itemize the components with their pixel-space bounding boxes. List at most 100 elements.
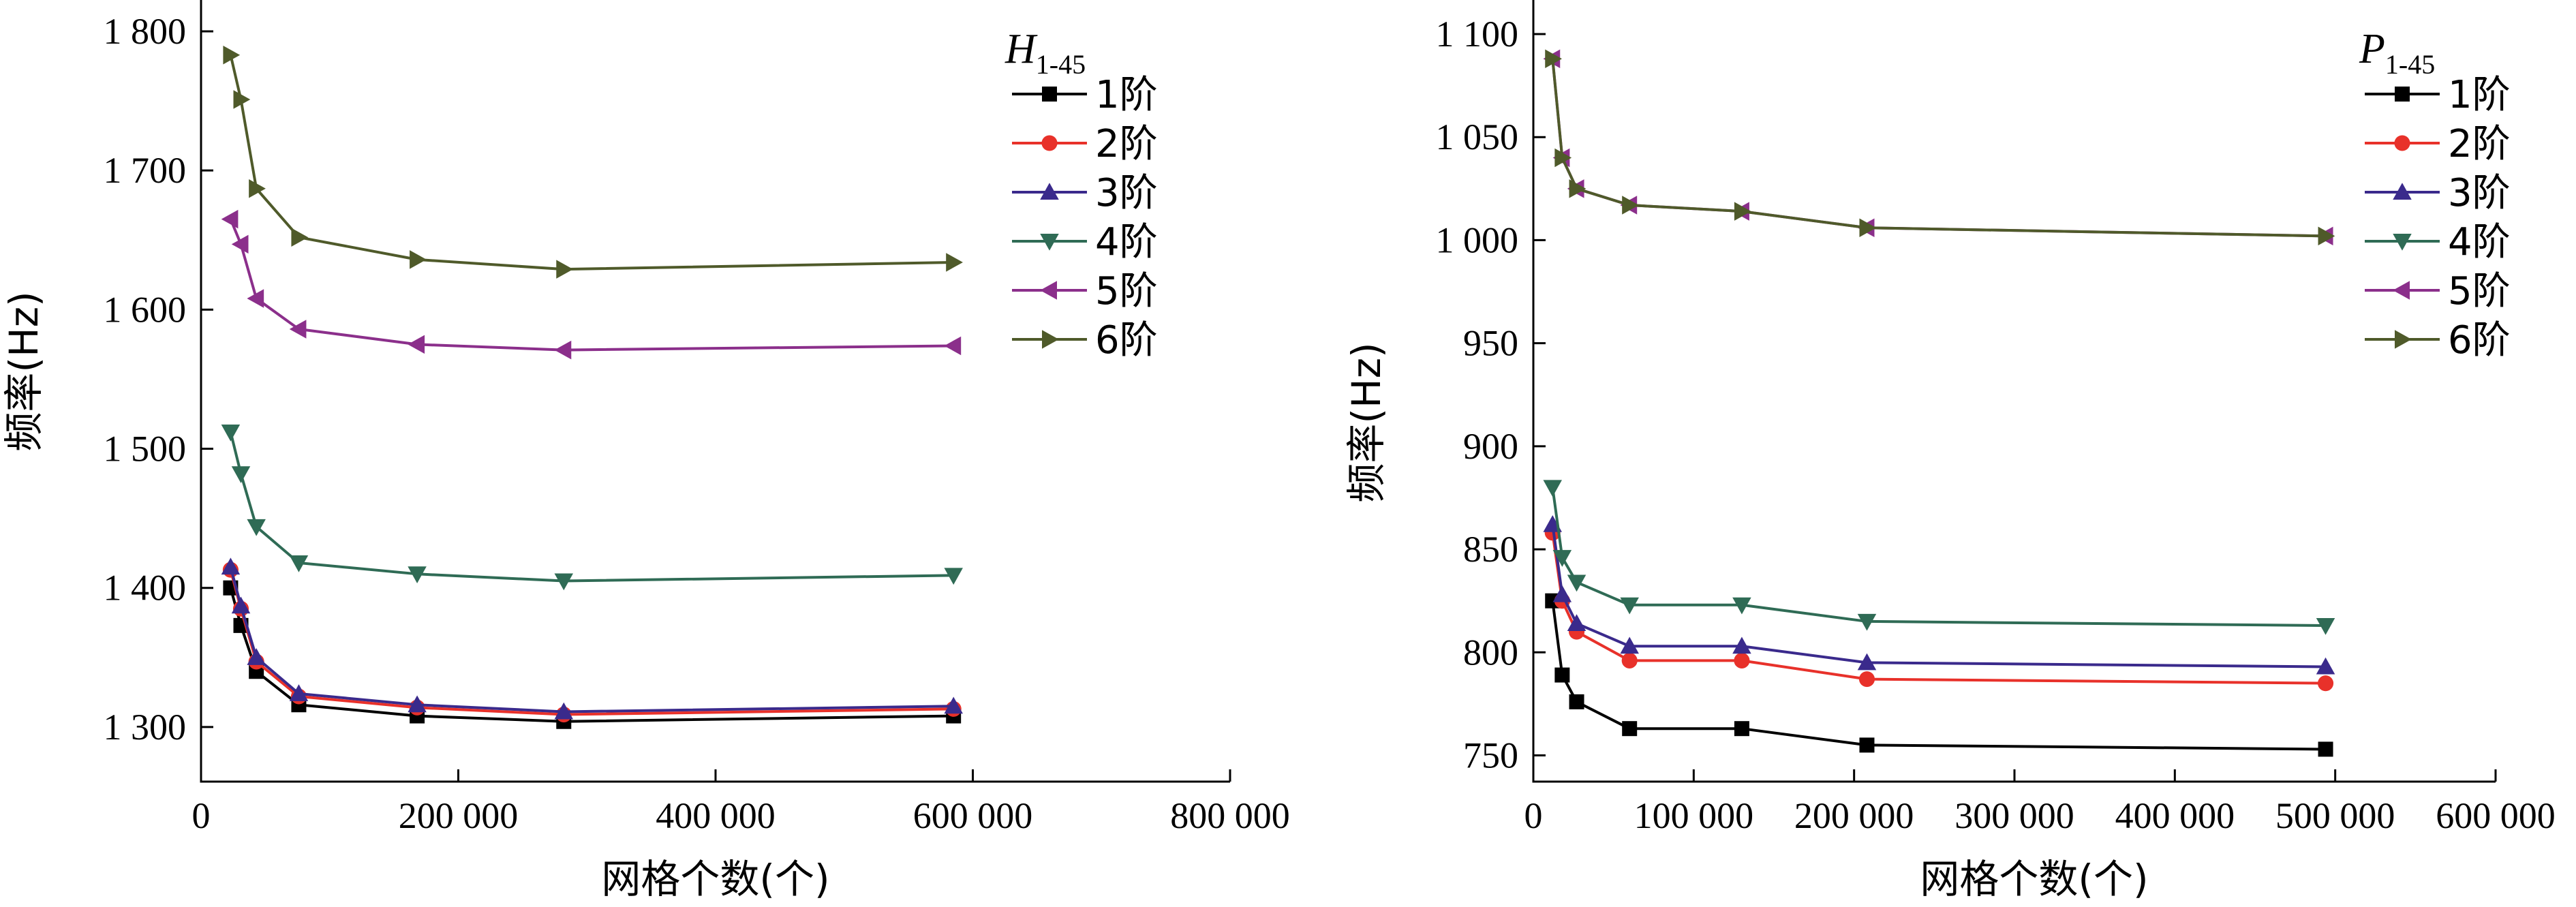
series-p-3 [1543,515,2335,675]
y-tick-label: 1 700 [104,150,187,191]
data-point [231,466,251,484]
y-tick-label: 850 [1463,529,1518,570]
data-point [221,557,241,575]
data-point [1552,550,1572,567]
data-point [1734,721,1749,737]
data-point [231,596,251,614]
data-point [1621,652,1638,668]
x-axis-label-p: 网格个数(个) [1920,856,2148,902]
series-p-5 [1543,49,2333,246]
data-point [1732,636,1751,654]
data-point [1554,148,1572,168]
legend-marker [2393,281,2410,300]
x-axis-h: 0 200 000 400 000 600 000 800 000 [192,769,1290,836]
legend-item: 6阶 [1012,318,1158,363]
series-p-1 [1545,593,2333,757]
series-h-4 [221,425,963,591]
series-line [229,431,954,583]
data-point [1857,613,1877,631]
series-line [1551,487,2326,627]
legend-label: 6阶 [2448,318,2511,363]
legend-title-p: P1-45 [2359,26,2435,80]
x-tick-label: 400 000 [2115,795,2235,836]
series-h-5 [221,209,962,360]
legend-marker [2394,135,2410,151]
legend-marker [1042,330,1059,349]
legend-label: 3阶 [2448,171,2511,215]
legend-label: 4阶 [1095,220,1158,264]
legend-label: 1阶 [2448,73,2511,117]
data-point [2317,675,2334,692]
data-point [231,234,249,254]
y-tick-label: 1 100 [1436,14,1519,55]
legend-label: 2阶 [1095,122,1158,166]
y-tick-label: 900 [1463,426,1518,467]
data-point [289,320,307,339]
data-point [1734,652,1750,668]
legend-item: 2阶 [2365,122,2511,166]
y-axis-p: 750 800 850 900 950 1 000 1 050 1 100 [1436,14,1546,776]
legend-label: 4阶 [2448,220,2511,264]
data-point [2316,657,2335,675]
x-tick-label: 600 000 [2436,795,2556,836]
data-point [221,209,239,229]
series-line [1551,59,2326,238]
data-point [1567,574,1586,592]
legend-p: P1-45 1阶 2阶 3阶 4阶 5阶 6阶 [2359,26,2511,363]
data-point [1857,653,1877,671]
data-point [556,260,574,279]
data-point [1622,721,1638,737]
data-point [291,228,309,247]
series-h-2 [222,562,962,723]
x-tick-label: 200 000 [399,795,519,836]
y-tick-label: 1 600 [104,289,187,330]
legend-label: 6阶 [1095,318,1158,363]
data-point [1620,636,1639,654]
data-point [946,253,963,272]
data-point [1552,585,1572,602]
x-axis-label-h: 网格个数(个) [601,856,829,902]
legend-label: 1阶 [1095,73,1158,117]
legend-item: 4阶 [2365,220,2511,264]
x-tick-label: 300 000 [1954,795,2074,836]
y-tick-label: 1 000 [1436,219,1519,260]
data-point [1859,737,1875,753]
y-tick-label: 800 [1463,632,1518,673]
x-tick-label: 0 [1524,795,1543,836]
y-tick-label: 1 800 [104,11,187,52]
axis-frame-h [200,0,1230,783]
data-point [1734,202,1751,221]
legend-item: 4阶 [1012,220,1158,264]
x-tick-label: 200 000 [1794,795,1914,836]
y-tick-label: 1 500 [104,429,187,470]
series-p-4 [1543,480,2335,635]
data-point [1545,49,1562,69]
chart-p1-45: 0 100 000 200 000 300 000 400 000 500 000 600 … [1343,0,2556,902]
data-point [554,340,572,360]
y-axis-label-h: 频率(Hz) [1,291,47,451]
data-point [410,250,427,269]
data-point [233,90,251,109]
data-point [1622,196,1639,215]
data-point [554,573,574,591]
data-point [2318,741,2333,757]
legend-marker [1041,135,1058,151]
legend-item: 2阶 [1012,122,1158,166]
x-axis-p: 0 100 000 200 000 300 000 400 000 500 000 600 … [1524,769,2556,836]
y-tick-label: 750 [1463,735,1518,776]
legend-marker [2395,330,2412,349]
chart-h1-45: 0 200 000 400 000 600 000 800 000 1 300 1 400… [1,0,1290,902]
y-tick-label: 950 [1463,323,1518,364]
data-point [408,335,425,354]
data-point [408,566,427,584]
series-p-6 [1545,49,2335,246]
y-axis-label-p: 频率(Hz) [1343,342,1390,502]
legend-marker [1040,281,1057,300]
legend-label: 3阶 [1095,171,1158,215]
legend-item: 1阶 [2365,73,2511,117]
legend-label: 2阶 [2448,122,2511,166]
data-point [1732,597,1751,615]
data-point [289,555,309,572]
legend-marker [2393,234,2412,251]
